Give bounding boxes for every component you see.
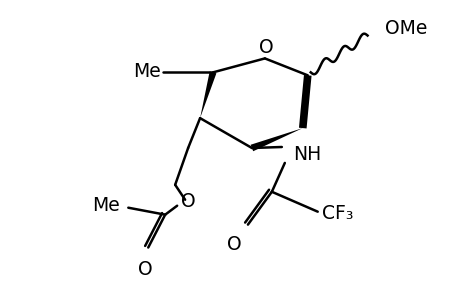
Text: NH: NH <box>292 145 320 164</box>
Text: O: O <box>181 192 195 211</box>
Text: OMe: OMe <box>384 19 426 38</box>
Text: O: O <box>226 234 241 253</box>
Polygon shape <box>250 128 302 151</box>
Text: O: O <box>138 260 152 279</box>
Polygon shape <box>200 72 216 118</box>
Text: Me: Me <box>92 196 120 215</box>
Text: O: O <box>258 39 273 58</box>
Text: CF₃: CF₃ <box>321 204 353 223</box>
Text: Me: Me <box>133 62 161 81</box>
